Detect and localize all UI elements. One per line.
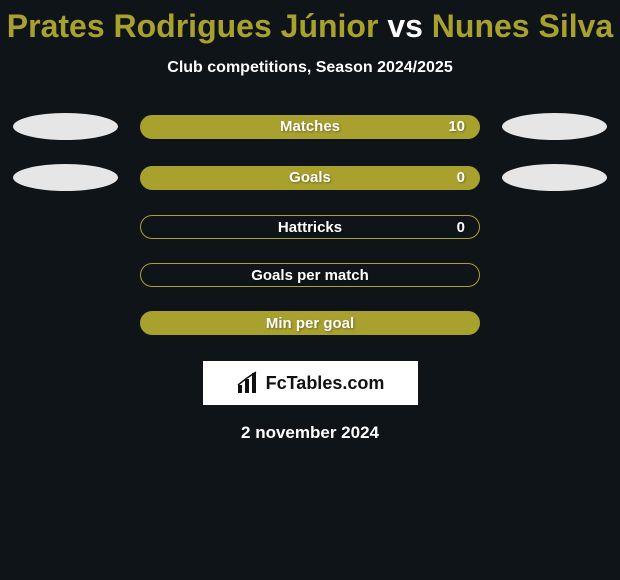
player1-indicator bbox=[13, 113, 118, 140]
stat-row: Matches 10 bbox=[0, 113, 620, 140]
comparison-widget: Prates Rodrigues Júnior vs Nunes Silva C… bbox=[0, 0, 620, 443]
stat-label: Goals per match bbox=[251, 267, 369, 284]
stat-row: Goals per match bbox=[0, 263, 620, 287]
stat-bar: Min per goal bbox=[140, 311, 480, 335]
page-title: Prates Rodrigues Júnior vs Nunes Silva bbox=[0, 8, 620, 45]
stat-row: Min per goal bbox=[0, 311, 620, 335]
bar-chart-icon bbox=[236, 371, 260, 395]
footer: FcTables.com 2 november 2024 bbox=[0, 361, 620, 443]
stat-bar: Matches 10 bbox=[140, 115, 480, 139]
stat-value: 0 bbox=[457, 169, 465, 186]
stat-label: Goals bbox=[289, 169, 331, 186]
player2-name: Nunes Silva bbox=[432, 8, 613, 44]
player2-indicator bbox=[502, 113, 607, 140]
stat-label: Hattricks bbox=[278, 219, 342, 236]
stat-row: Hattricks 0 bbox=[0, 215, 620, 239]
player2-indicator bbox=[502, 164, 607, 191]
stat-row: Goals 0 bbox=[0, 164, 620, 191]
player1-indicator bbox=[13, 164, 118, 191]
subtitle: Club competitions, Season 2024/2025 bbox=[0, 59, 620, 77]
stat-bar: Goals per match bbox=[140, 263, 480, 287]
fctables-logo[interactable]: FcTables.com bbox=[203, 361, 418, 405]
logo-text: FcTables.com bbox=[266, 373, 385, 394]
stat-label: Min per goal bbox=[266, 315, 354, 332]
player1-name: Prates Rodrigues Júnior bbox=[7, 8, 379, 44]
stat-value: 10 bbox=[448, 118, 465, 135]
stat-label: Matches bbox=[280, 118, 340, 135]
stat-value: 0 bbox=[457, 219, 465, 236]
vs-text: vs bbox=[378, 8, 431, 44]
stat-bar: Goals 0 bbox=[140, 166, 480, 190]
date-text: 2 november 2024 bbox=[241, 423, 379, 443]
stats-rows: Matches 10 Goals 0 Hattricks 0 Goals per match… bbox=[0, 113, 620, 335]
stat-bar: Hattricks 0 bbox=[140, 215, 480, 239]
